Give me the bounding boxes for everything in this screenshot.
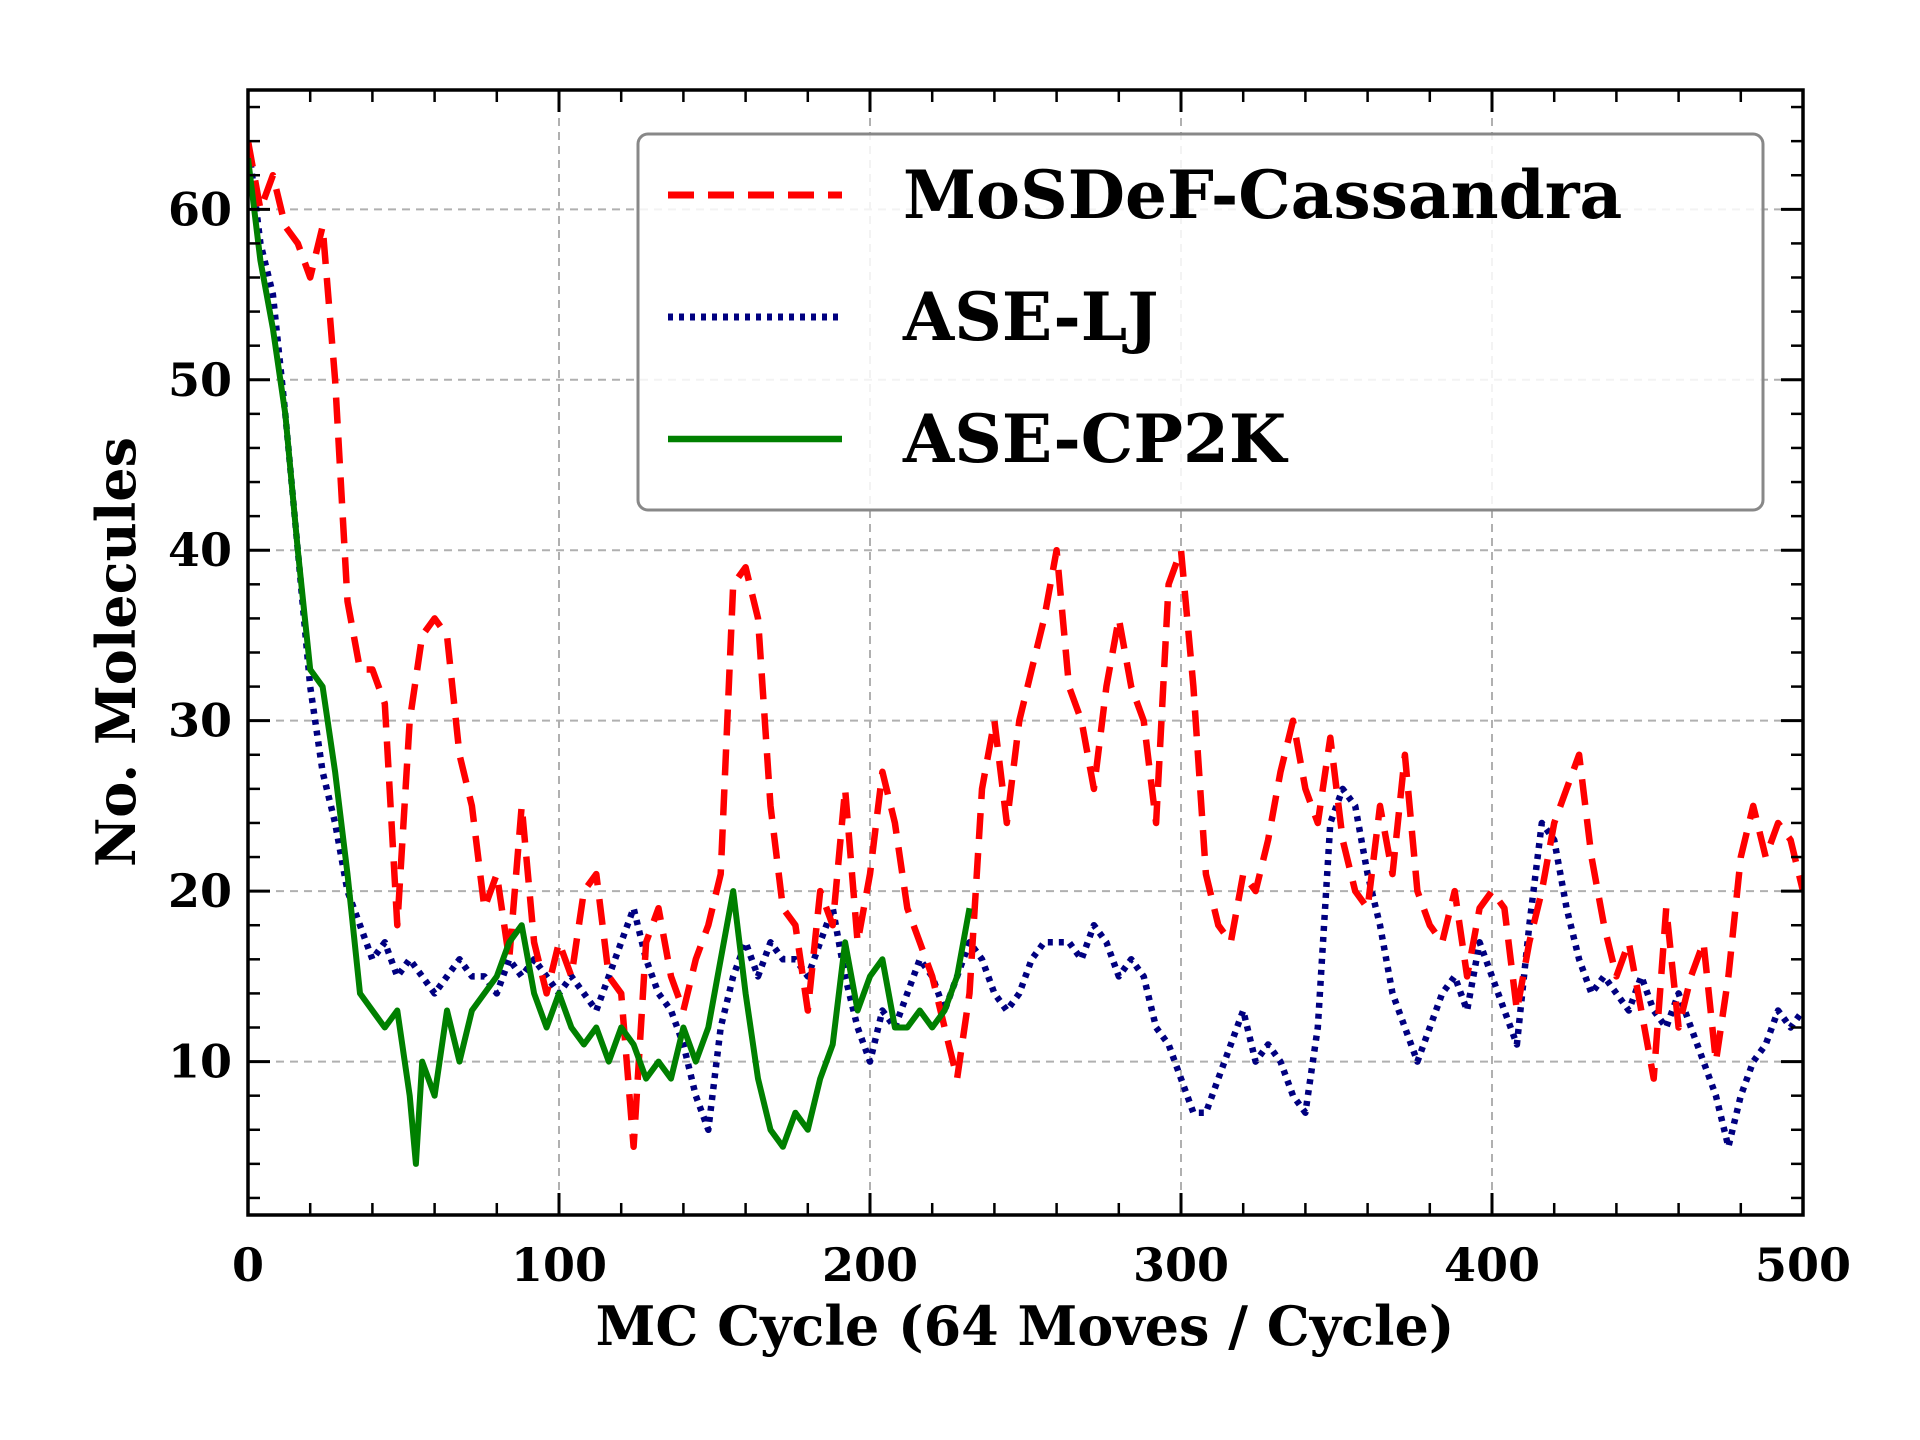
legend-frame bbox=[636, 132, 1765, 512]
y-tick-label: 40 bbox=[168, 523, 232, 577]
x-axis-label: MC Cycle (64 Moves / Cycle) bbox=[596, 1294, 1455, 1358]
ticks bbox=[246, 90, 1805, 1215]
x-tick-label: 300 bbox=[1133, 1238, 1229, 1292]
series-line-ase-lj bbox=[248, 140, 1803, 1151]
x-tick-label: 400 bbox=[1444, 1238, 1540, 1292]
series-line-ase-cp2k bbox=[248, 157, 973, 1167]
x-tick-label: 200 bbox=[822, 1238, 918, 1292]
y-tick-label: 50 bbox=[168, 353, 232, 407]
x-tick-label: 0 bbox=[232, 1238, 264, 1292]
x-tick-label: 100 bbox=[511, 1238, 607, 1292]
legend-label: MoSDeF-Cassandra bbox=[903, 156, 1622, 234]
y-tick-label: 10 bbox=[168, 1035, 232, 1089]
y-axis-label: No. Molecules bbox=[84, 437, 148, 867]
series-layer bbox=[248, 140, 1803, 1167]
y-tick-label: 20 bbox=[168, 864, 232, 918]
y-tick-label: 60 bbox=[168, 182, 232, 236]
legend-label: ASE-LJ bbox=[902, 278, 1158, 356]
legend-label: ASE-CP2K bbox=[902, 400, 1289, 478]
tick-labels: 0 100 200 300 400 500 10 20 30 40 50 60 bbox=[168, 182, 1851, 1292]
legend: MoSDeF-Cassandra ASE-LJ ASE-CP2K bbox=[636, 132, 1765, 512]
x-tick-label: 500 bbox=[1755, 1238, 1851, 1292]
y-tick-label: 30 bbox=[168, 694, 232, 748]
